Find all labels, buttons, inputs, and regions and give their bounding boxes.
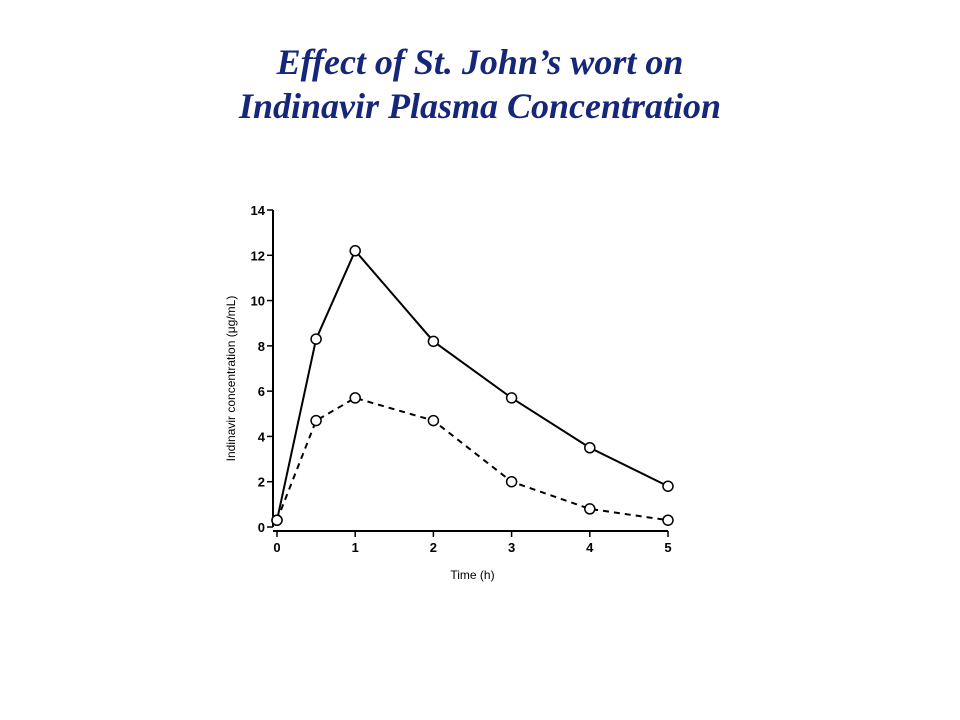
- data-point-series-1: [584, 442, 596, 454]
- data-point-series-1: [505, 392, 518, 404]
- data-point-series-2: [662, 514, 674, 526]
- data-point-series-2: [271, 514, 283, 526]
- data-point-series-2: [584, 503, 596, 515]
- slide-title-line-1: Effect of St. John’s wort on: [276, 42, 684, 82]
- slide-title: Effect of St. John’s wort on Indinavir P…: [0, 40, 960, 128]
- x-tick-label: 2: [430, 540, 437, 555]
- data-point-series-2: [349, 392, 361, 404]
- chart-series-markers: [271, 245, 674, 526]
- x-tick-label: 4: [586, 540, 594, 555]
- y-tick-label: 14: [251, 203, 266, 218]
- data-point-series-1: [427, 335, 440, 348]
- series-line-2: [276, 396, 669, 522]
- y-tick-label: 2: [258, 475, 265, 490]
- data-point-series-2: [310, 414, 322, 427]
- y-tick-label: 8: [258, 339, 265, 354]
- y-tick-label: 4: [258, 429, 266, 444]
- y-tick-label: 0: [258, 520, 265, 535]
- data-point-series-1: [662, 480, 674, 492]
- y-tick-label: 6: [258, 384, 265, 399]
- data-point-series-1: [310, 333, 322, 345]
- data-point-series-1: [349, 245, 361, 257]
- x-axis-label: Time (h): [450, 568, 494, 582]
- x-tick-label: 0: [273, 540, 280, 555]
- data-point-series-2: [427, 414, 440, 427]
- y-tick-label: 10: [251, 294, 265, 309]
- x-tick-label: 1: [352, 540, 359, 555]
- y-tick-label: 12: [251, 248, 265, 263]
- data-point-series-2: [505, 475, 518, 488]
- y-axis-label: Indinavir concentration (μg/mL): [224, 296, 238, 462]
- x-tick-label: 5: [664, 540, 671, 555]
- series-line-1: [276, 248, 669, 521]
- slide-title-line-2: Indinavir Plasma Concentration: [238, 86, 722, 126]
- chart-series-lines: [276, 248, 669, 522]
- x-tick-label: 3: [508, 540, 515, 555]
